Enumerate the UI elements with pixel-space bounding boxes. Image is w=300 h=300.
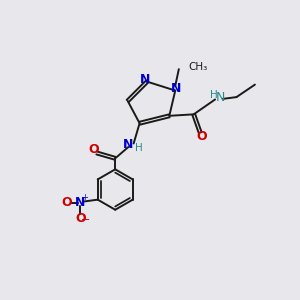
Text: O: O [88, 143, 98, 156]
Text: CH₃: CH₃ [188, 62, 208, 72]
Text: O: O [61, 196, 72, 208]
Text: O: O [76, 212, 86, 225]
Text: −: − [81, 215, 90, 225]
Text: N: N [140, 73, 150, 86]
Text: N: N [171, 82, 181, 95]
Text: N: N [215, 91, 225, 103]
Text: O: O [196, 130, 207, 143]
Text: N: N [122, 138, 133, 151]
Text: H: H [210, 90, 218, 100]
Text: N: N [75, 196, 86, 209]
Text: +: + [81, 193, 88, 202]
Text: H: H [135, 143, 143, 153]
